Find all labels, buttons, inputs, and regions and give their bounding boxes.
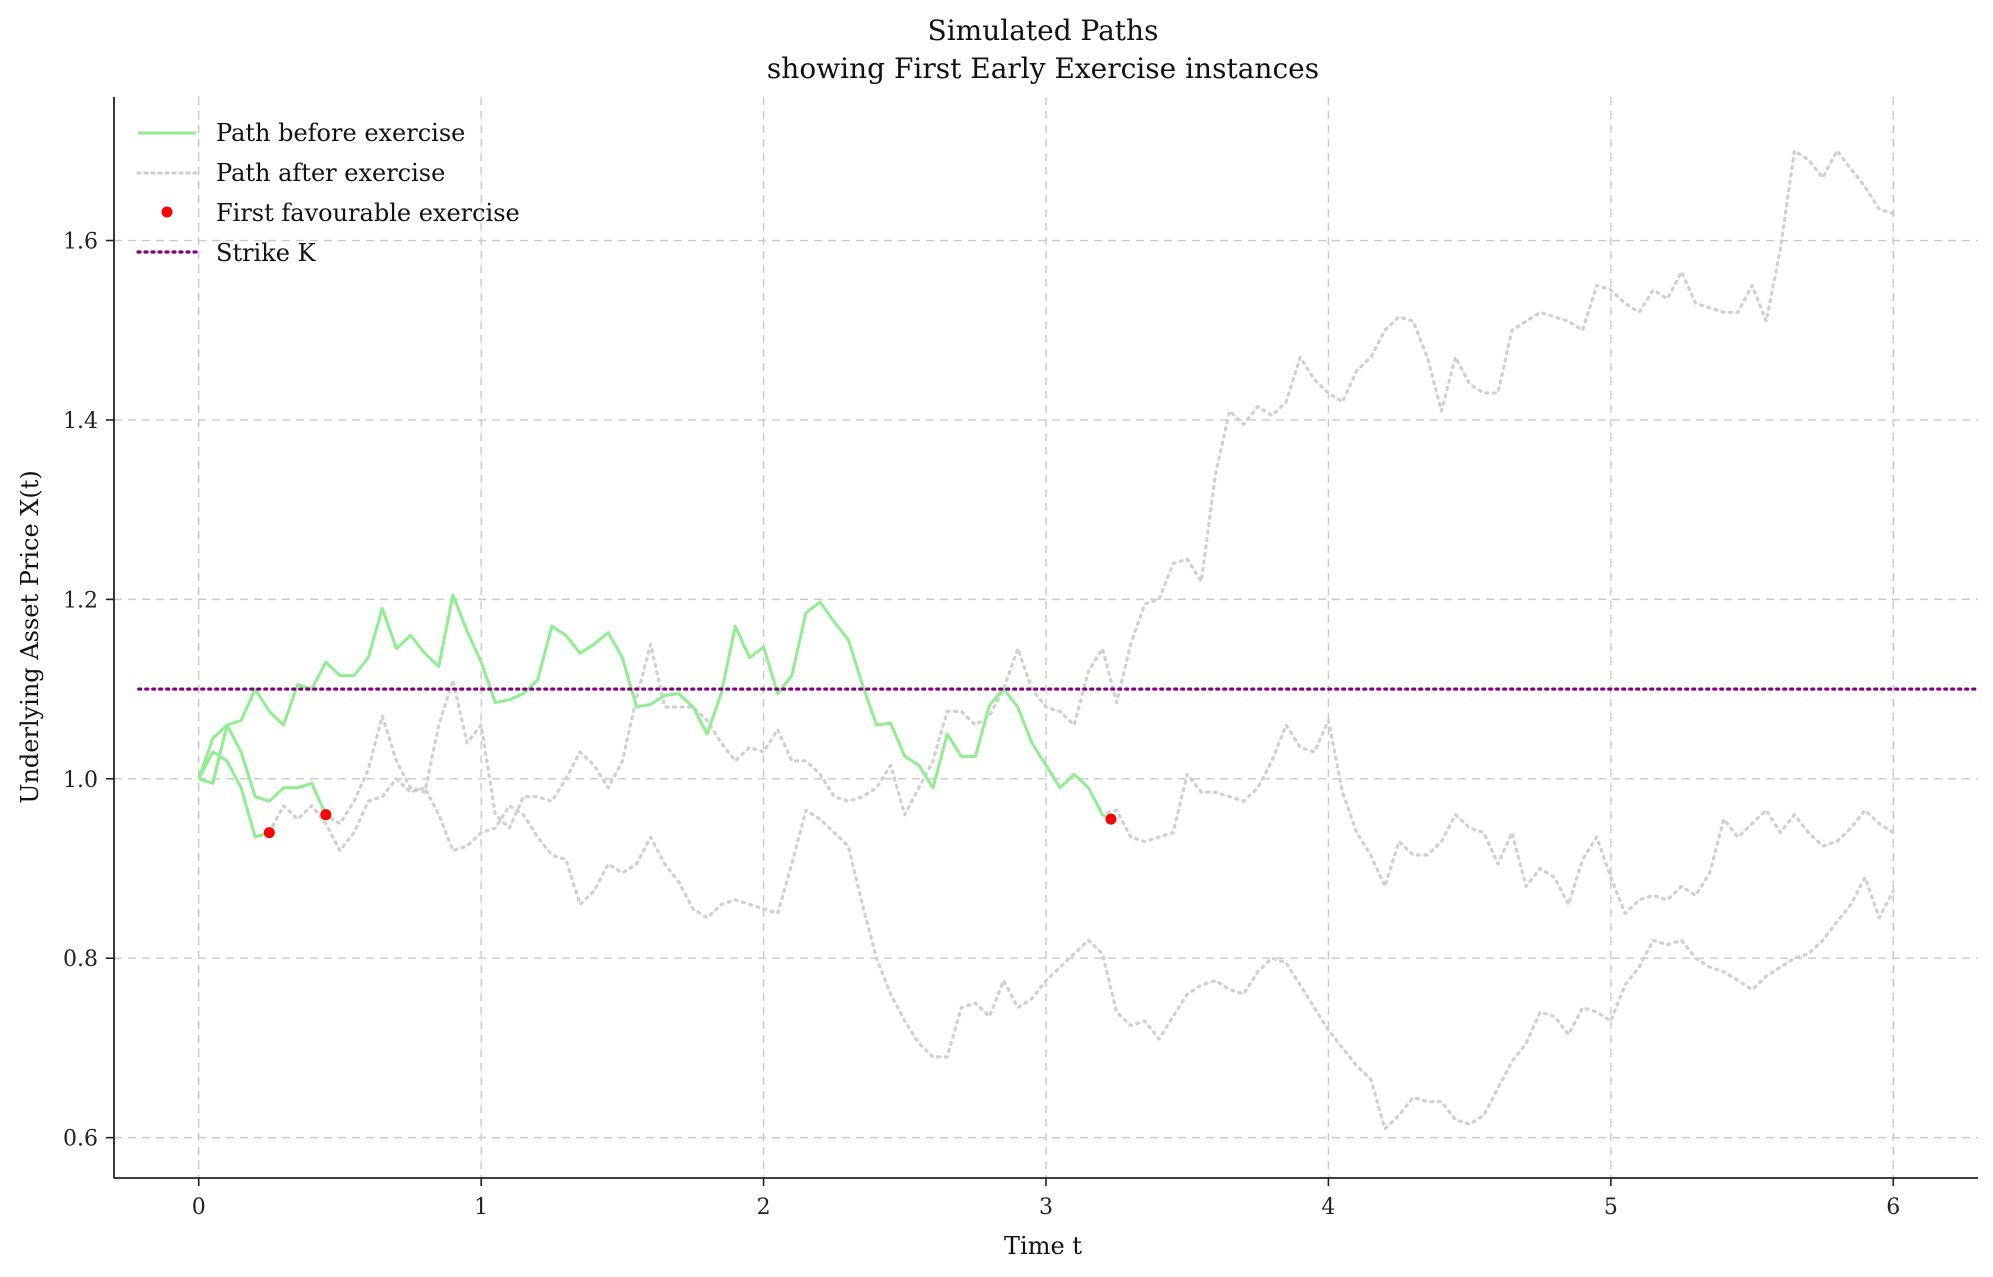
x-tick-label: 1	[474, 1195, 488, 1220]
x-tick-label: 4	[1321, 1195, 1335, 1220]
exercise-point-2	[320, 809, 332, 821]
exercise-point-1	[263, 827, 275, 839]
legend: Path before exercise Path after exercise…	[136, 119, 520, 267]
tick-layer: 0 1 2 3 4 5 6 0.6 0.8 1.0 1.2 1.4 1.6	[63, 230, 1900, 1220]
paths-after-layer	[253, 149, 1895, 1131]
x-tick-label: 5	[1604, 1195, 1618, 1220]
y-tick-label: 1.4	[63, 409, 98, 434]
path-after-exercise-3	[1100, 718, 1895, 916]
path-after-exercise-2	[310, 149, 1895, 830]
x-axis-label: Time t	[1004, 1232, 1082, 1260]
path-before-exercise-3	[198, 593, 1112, 821]
y-tick-label: 0.8	[63, 947, 98, 972]
exercise-markers-layer	[263, 809, 1117, 839]
exercise-point-3	[1105, 813, 1117, 825]
path-after-exercise-1	[253, 777, 1895, 1131]
grid-layer	[114, 97, 1978, 1178]
y-tick-label: 1.2	[63, 588, 98, 613]
y-tick-label: 1.6	[63, 230, 98, 255]
path-before-exercise-2	[197, 723, 328, 816]
y-tick-label: 1.0	[63, 768, 98, 793]
legend-label-strike: Strike K	[216, 239, 317, 267]
legend-label-before: Path before exercise	[216, 119, 465, 147]
x-tick-label: 3	[1039, 1195, 1053, 1220]
legend-swatch-exercise	[161, 206, 173, 218]
x-tick-label: 2	[757, 1195, 771, 1220]
x-tick-label: 0	[192, 1195, 206, 1220]
x-tick-label: 6	[1886, 1195, 1900, 1220]
paths-before-layer	[197, 593, 1112, 839]
legend-label-after: Path after exercise	[216, 159, 445, 187]
y-tick-label: 0.6	[63, 1127, 98, 1152]
legend-label-exercise: First favourable exercise	[216, 199, 520, 227]
y-axis-label: Underlying Asset Price X(t)	[16, 470, 44, 804]
chart-title: Simulated Paths	[928, 14, 1159, 47]
path-before-exercise-1	[197, 750, 270, 839]
chart-subtitle: showing First Early Exercise instances	[767, 52, 1319, 85]
